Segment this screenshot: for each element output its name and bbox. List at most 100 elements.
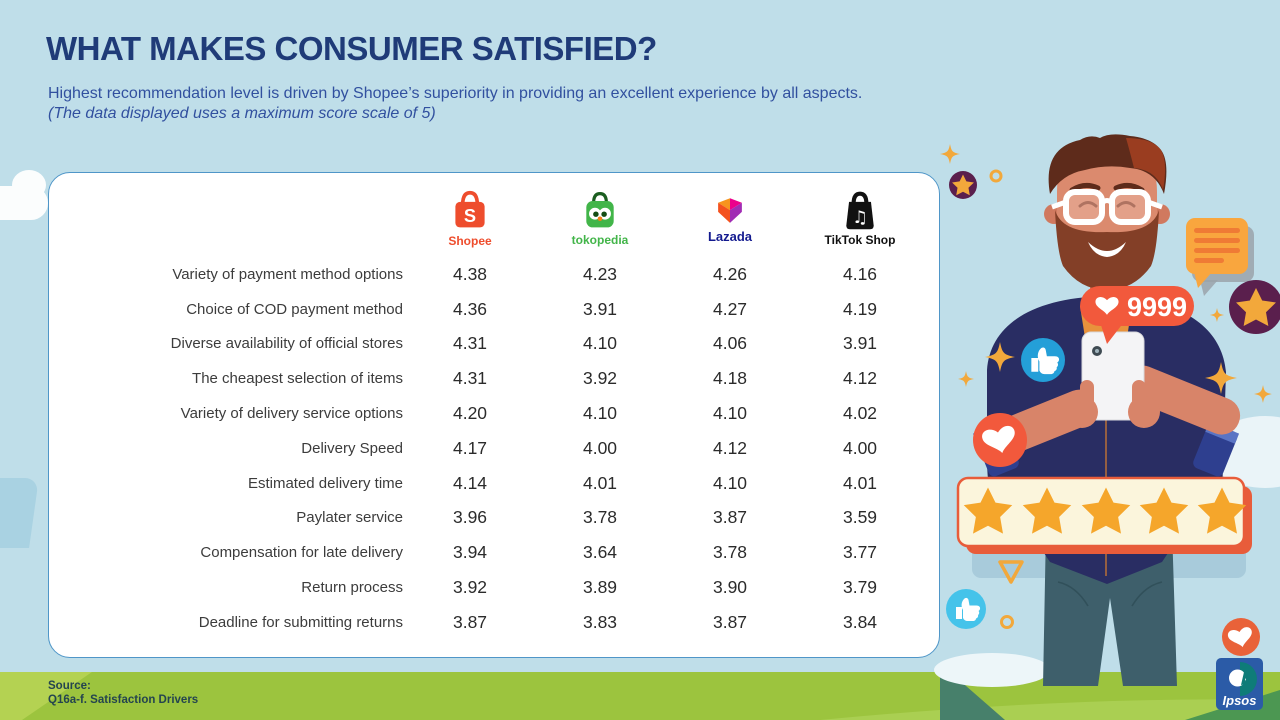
score-cell: 4.12 bbox=[712, 437, 748, 458]
row-label: Delivery Speed bbox=[301, 439, 403, 457]
brand-label: tokopedia bbox=[571, 232, 629, 247]
source-detail: Q16a-f. Satisfaction Drivers bbox=[48, 694, 199, 706]
table-row: The cheapest selection of items 4.31 3.92 4… bbox=[49, 361, 939, 396]
source-label: Source: bbox=[48, 680, 91, 692]
brand-label: Shopee bbox=[448, 233, 492, 248]
table-row: Variety of delivery service options 4.20 4… bbox=[49, 396, 939, 431]
consumer-illustration: 9999 bbox=[934, 134, 1280, 687]
source-note: Source: Q16a-f. Satisfaction Drivers bbox=[48, 679, 198, 707]
row-label: Variety of delivery service options bbox=[180, 405, 403, 423]
score-cell: 3.59 bbox=[842, 507, 878, 528]
star-badge-icon bbox=[949, 171, 977, 199]
comparison-table-card: S Shopee tokopedia Lazada bbox=[48, 172, 940, 658]
table-body: Variety of payment method options 4.38 4.2… bbox=[49, 257, 939, 640]
likes-badge: 9999 bbox=[1080, 286, 1194, 344]
score-cell: 3.94 bbox=[452, 542, 488, 563]
cloud-decoration bbox=[934, 653, 1050, 687]
score-cell: 4.17 bbox=[452, 437, 488, 458]
row-label: Return process bbox=[301, 579, 403, 597]
score-cell: 4.01 bbox=[582, 472, 618, 493]
score-cell: 3.87 bbox=[712, 507, 748, 528]
tiktok-shop-logo-icon: ♫ bbox=[846, 191, 874, 229]
score-cell: 3.91 bbox=[582, 298, 618, 319]
page-subtitle: Highest recommendation level is driven b… bbox=[48, 84, 862, 124]
table-row: Delivery Speed 4.17 4.00 4.12 4.00 bbox=[49, 431, 939, 466]
hill-decoration bbox=[0, 478, 39, 548]
score-cell: 4.27 bbox=[712, 298, 748, 319]
score-cell: 4.16 bbox=[842, 263, 878, 284]
score-cell: 3.91 bbox=[842, 333, 878, 354]
score-cell: 3.79 bbox=[842, 577, 878, 598]
score-cell: 4.19 bbox=[842, 298, 878, 319]
grass-band bbox=[0, 672, 1280, 720]
score-cell: 4.01 bbox=[842, 472, 878, 493]
subtitle-line: Highest recommendation level is driven b… bbox=[48, 85, 863, 102]
score-cell: 4.02 bbox=[842, 403, 878, 424]
brand-label: Lazada bbox=[707, 228, 753, 244]
score-cell: 4.12 bbox=[842, 368, 878, 389]
thumbs-up-icon bbox=[1021, 338, 1065, 382]
table-row: Variety of payment method options 4.38 4.2… bbox=[49, 257, 939, 292]
score-cell: 4.00 bbox=[582, 437, 618, 458]
row-label: The cheapest selection of items bbox=[192, 370, 403, 388]
score-cell: 4.20 bbox=[452, 403, 488, 424]
brand-label: TikTok Shop bbox=[824, 232, 896, 247]
triangle-icon bbox=[998, 560, 1024, 584]
svg-text:S: S bbox=[464, 204, 476, 225]
glasses bbox=[1051, 189, 1163, 225]
score-cell: 3.64 bbox=[582, 542, 618, 563]
score-cell: 4.14 bbox=[452, 472, 488, 493]
heart-icon bbox=[973, 413, 1027, 467]
ring-icon bbox=[989, 169, 1003, 183]
rating-banner bbox=[956, 476, 1252, 554]
score-cell: 3.92 bbox=[582, 368, 618, 389]
score-cell: 3.92 bbox=[452, 577, 488, 598]
table-row: Choice of COD payment method 4.36 3.91 4.27… bbox=[49, 292, 939, 327]
score-cell: 4.23 bbox=[582, 263, 618, 284]
column-header-tiktok-shop: ♫ TikTok Shop bbox=[795, 189, 925, 246]
table-row: Deadline for submitting returns 3.87 3.83 3… bbox=[49, 605, 939, 640]
ring-icon bbox=[1000, 615, 1014, 629]
ipsos-logo: Ipsos bbox=[1216, 658, 1263, 710]
score-cell: 4.10 bbox=[712, 403, 748, 424]
chat-bubble-icon bbox=[1186, 218, 1254, 296]
cloud-decoration bbox=[0, 170, 48, 220]
table-row: Diverse availability of official stores 4… bbox=[49, 327, 939, 362]
score-cell: 4.00 bbox=[842, 437, 878, 458]
table-header-row: S Shopee tokopedia Lazada bbox=[49, 179, 939, 255]
row-label: Deadline for submitting returns bbox=[198, 613, 403, 631]
score-cell: 3.89 bbox=[582, 577, 618, 598]
score-cell: 4.06 bbox=[712, 333, 748, 354]
score-cell: 3.87 bbox=[712, 611, 748, 632]
score-cell: 4.31 bbox=[452, 368, 488, 389]
column-header-tokopedia: tokopedia bbox=[535, 189, 665, 246]
score-cell: 3.77 bbox=[842, 542, 878, 563]
row-label: Compensation for late delivery bbox=[200, 544, 403, 562]
score-cell: 3.87 bbox=[452, 611, 488, 632]
score-cell: 3.96 bbox=[452, 507, 488, 528]
shopee-logo-icon: S bbox=[455, 190, 485, 227]
row-label: Estimated delivery time bbox=[247, 474, 403, 492]
column-header-lazada: Lazada bbox=[665, 192, 795, 243]
table-row: Paylater service 3.96 3.78 3.87 3.59 bbox=[49, 501, 939, 536]
score-cell: 4.38 bbox=[452, 263, 488, 284]
row-label: Diverse availability of official stores bbox=[170, 335, 403, 353]
score-cell: 3.83 bbox=[582, 611, 618, 632]
man-illustration bbox=[972, 134, 1241, 686]
table-row: Return process 3.92 3.89 3.90 3.79 bbox=[49, 570, 939, 605]
subtitle-note: (The data displayed uses a maximum score… bbox=[48, 105, 436, 122]
svg-text:♫: ♫ bbox=[852, 207, 868, 227]
row-label: Paylater service bbox=[296, 509, 403, 527]
score-cell: 3.78 bbox=[712, 542, 748, 563]
row-label: Choice of COD payment method bbox=[186, 300, 403, 318]
page-title: WHAT MAKES CONSUMER SATISFIED? bbox=[46, 30, 657, 67]
score-cell: 4.18 bbox=[712, 368, 748, 389]
ipsos-wordmark: Ipsos bbox=[1223, 693, 1257, 708]
table-row: Compensation for late delivery 3.94 3.64 3.… bbox=[49, 535, 939, 570]
heart-icon bbox=[1222, 618, 1260, 656]
score-cell: 4.10 bbox=[582, 333, 618, 354]
tokopedia-logo-icon bbox=[586, 191, 614, 227]
score-cell: 4.31 bbox=[452, 333, 488, 354]
table-row: Estimated delivery time 4.14 4.01 4.10 4.01 bbox=[49, 466, 939, 501]
star-badge-icon bbox=[1229, 280, 1280, 334]
